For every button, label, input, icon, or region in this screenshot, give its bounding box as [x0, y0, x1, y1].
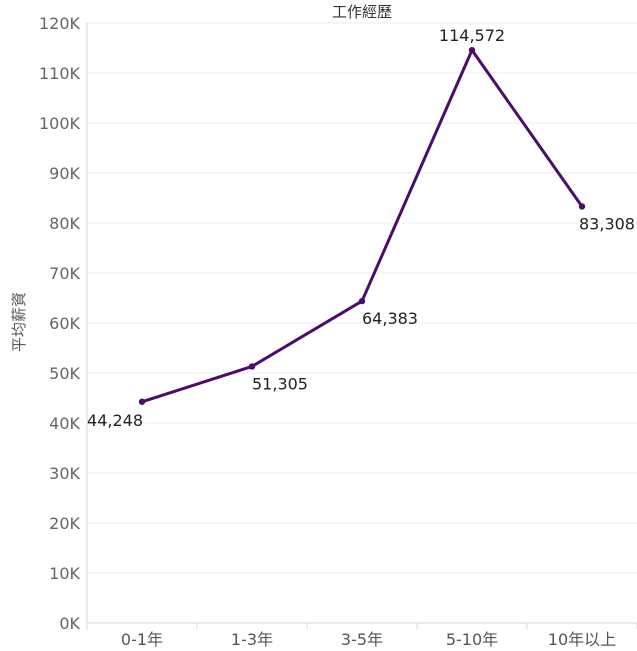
data-point — [468, 46, 476, 54]
x-axis-ticks: 0-1年 1-3年 3-5年 5-10年 10年以上 — [121, 630, 616, 649]
y-tick-label: 70K — [49, 264, 80, 283]
data-label: 83,308 — [579, 214, 635, 233]
data-point — [358, 297, 366, 305]
y-axis-title: 平均薪資 — [10, 292, 28, 352]
y-axis-ticks: 0K 10K 20K 30K 40K 50K 60K 70K 80K 90K 100K 110K 120… — [39, 14, 81, 633]
y-tick-label: 0K — [59, 614, 80, 633]
x-tick-label: 0-1年 — [121, 630, 163, 649]
series-line — [141, 48, 584, 404]
y-tick-label: 80K — [49, 214, 80, 233]
gridlines — [87, 22, 637, 574]
y-tick-label: 100K — [39, 114, 81, 133]
chart-title: 工作經歷 — [332, 3, 392, 21]
data-point — [578, 203, 586, 210]
data-labels: 44,248 51,305 64,383 114,572 83,308 — [87, 26, 635, 430]
x-tick-label: 1-3年 — [231, 630, 273, 649]
y-tick-label: 40K — [49, 414, 80, 433]
y-tick-label: 50K — [49, 364, 80, 383]
x-tick-label: 10年以上 — [548, 630, 616, 649]
y-tick-label: 60K — [49, 314, 80, 333]
x-tick-label: 5-10年 — [446, 630, 498, 649]
data-label: 64,383 — [362, 309, 418, 328]
data-point — [248, 363, 256, 370]
data-point — [138, 398, 146, 405]
y-tick-label: 110K — [39, 64, 81, 83]
data-label: 51,305 — [252, 374, 308, 393]
x-tick-label: 3-5年 — [341, 630, 383, 649]
y-tick-label: 120K — [39, 14, 81, 33]
series-average-salary — [138, 46, 586, 405]
data-label: 114,572 — [439, 26, 505, 45]
data-label: 44,248 — [87, 411, 143, 430]
y-tick-label: 30K — [49, 464, 80, 483]
y-tick-label: 20K — [49, 514, 80, 533]
y-tick-label: 90K — [49, 164, 80, 183]
y-tick-label: 10K — [49, 564, 80, 583]
axes — [86, 23, 637, 629]
